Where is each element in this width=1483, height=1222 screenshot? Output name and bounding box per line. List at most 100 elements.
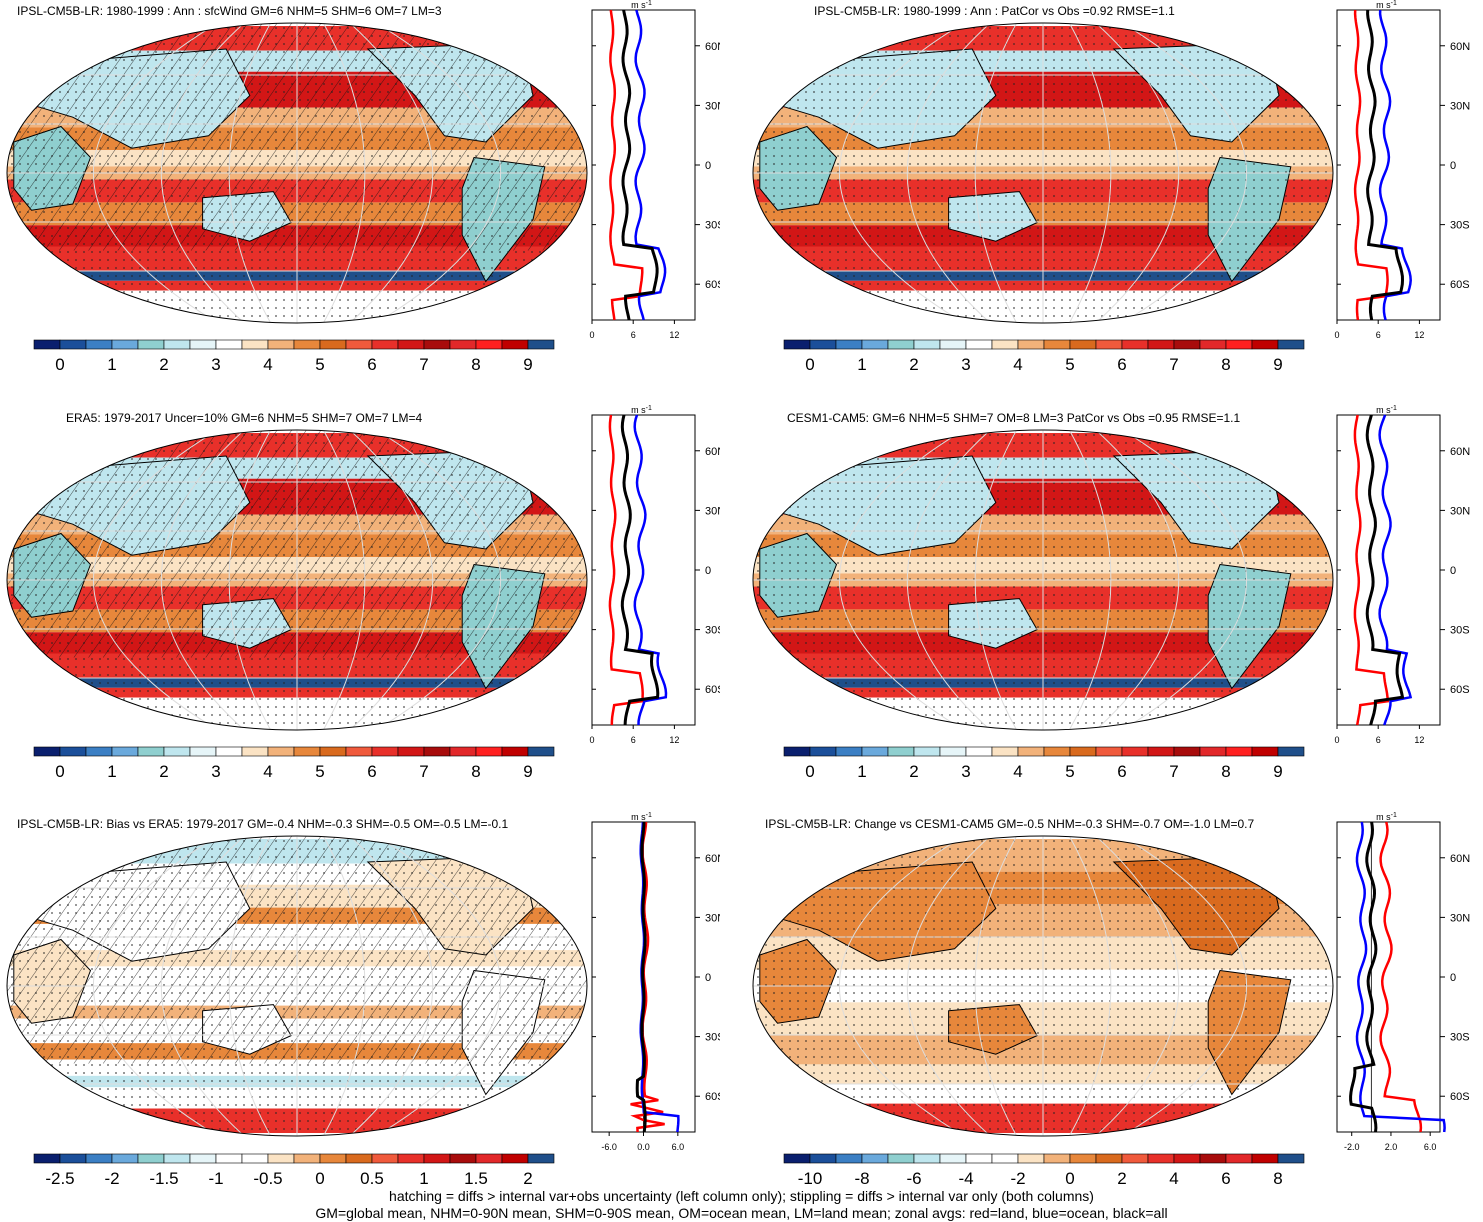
colorbar-label: 0 — [805, 355, 814, 374]
colorbar-label: -8 — [854, 1169, 869, 1188]
lat-label: 60N — [705, 446, 720, 458]
panel-title-4: CESM1-CAM5: GM=6 NHM=5 SHM=7 OM=8 LM=3 P… — [787, 411, 1241, 425]
colorbar-label: 6 — [367, 355, 376, 374]
footer-line-1: hatching = diffs > internal var+obs unce… — [389, 1188, 1094, 1204]
colorbar-swatch — [1043, 339, 1071, 350]
colorbar-swatch — [501, 746, 529, 757]
zonal-plot-1: m s-1 60N 30N 0 30S 60S 0 6 12 — [589, 0, 720, 340]
colorbar-label: 0 — [1065, 1169, 1074, 1188]
colorbar-swatch — [1147, 339, 1175, 350]
colorbar-swatch — [59, 1153, 87, 1164]
x-tick-label: 2.0 — [1385, 1142, 1398, 1152]
colorbar-label: 5 — [315, 355, 324, 374]
zonal-land-line — [1353, 414, 1390, 726]
colorbar-swatch — [1069, 339, 1097, 350]
lat-label: 30S — [705, 220, 720, 232]
colorbar-swatch — [835, 1153, 863, 1164]
colorbar-swatch — [475, 1153, 503, 1164]
colorbar-swatch — [991, 746, 1019, 757]
colorbar-swatch — [267, 746, 295, 757]
lat-label: 60N — [705, 41, 720, 53]
zonal-ocean-line — [1378, 9, 1412, 321]
zonal-units: m s-1 — [631, 405, 652, 415]
colorbar-label: 0.5 — [360, 1169, 384, 1188]
lat-label: 60S — [705, 684, 720, 696]
lat-label: 0 — [705, 565, 711, 577]
colorbar-swatch — [1017, 746, 1045, 757]
colorbar-swatch — [371, 746, 399, 757]
colorbar-6: -10-8-6-4-20246810 — [783, 1153, 1305, 1188]
colorbar-swatch — [1225, 1153, 1253, 1164]
colorbar-label: 0 — [55, 762, 64, 781]
colorbar-swatch — [215, 339, 243, 350]
colorbar-label: 3 — [211, 762, 220, 781]
zonal-land-line — [630, 821, 665, 1133]
colorbar-swatch — [293, 339, 321, 350]
colorbar-label: 1 — [107, 355, 116, 374]
lat-label: 30S — [705, 1032, 720, 1044]
colorbar-label: 2 — [909, 355, 918, 374]
colorbar-swatch — [423, 339, 451, 350]
zonal-all-line — [1365, 414, 1405, 726]
colorbar-swatch — [59, 339, 87, 350]
colorbar-label: 2 — [523, 1169, 532, 1188]
lat-label: 0 — [1450, 160, 1456, 172]
colorbar-swatch — [1017, 1153, 1045, 1164]
lat-label: 30S — [1450, 1032, 1470, 1044]
colorbar-swatch — [1251, 1153, 1279, 1164]
lat-label: 0 — [1450, 565, 1456, 577]
zonal-land-line — [1353, 9, 1389, 321]
colorbar-label: -4 — [958, 1169, 973, 1188]
panel-title-3: ERA5: 1979-2017 Uncer=10% GM=6 NHM=5 SHM… — [66, 411, 423, 425]
x-tick-label: 12 — [669, 330, 679, 340]
x-tick-label: 0 — [589, 330, 594, 340]
x-tick-label: 0 — [1334, 735, 1339, 745]
colorbar-swatch — [423, 1153, 451, 1164]
colorbar-swatch — [345, 746, 373, 757]
x-tick-label: 0 — [589, 735, 594, 745]
colorbar-swatch — [111, 339, 139, 350]
colorbar-swatch — [1225, 339, 1253, 350]
colorbar-label: 1.5 — [464, 1169, 488, 1188]
colorbar-swatch — [319, 339, 347, 350]
colorbar-label: 8 — [1221, 762, 1230, 781]
colorbar-label: 0 — [805, 762, 814, 781]
colorbar-swatch — [241, 746, 269, 757]
zonal-units: m s-1 — [1376, 812, 1397, 822]
lat-label: 60S — [1450, 684, 1470, 696]
colorbar-2: 012345678910 — [783, 339, 1305, 374]
lat-label: 60S — [705, 1091, 720, 1103]
colorbar-swatch — [1251, 746, 1279, 757]
colorbar-swatch — [1251, 339, 1279, 350]
colorbar-label: -10 — [798, 1169, 823, 1188]
zonal-frame — [1336, 414, 1441, 726]
colorbar-label: 9 — [523, 355, 532, 374]
colorbar-label: 9 — [523, 762, 532, 781]
zonal-all-line — [635, 821, 647, 1133]
colorbar-swatch — [835, 339, 863, 350]
lat-label: 60N — [1450, 446, 1470, 458]
colorbar-swatch — [449, 746, 477, 757]
colorbar-swatch — [1121, 339, 1149, 350]
zonal-units: m s-1 — [1376, 0, 1397, 10]
colorbar-swatch — [1095, 1153, 1123, 1164]
colorbar-swatch — [939, 1153, 967, 1164]
colorbar-label: 2 — [159, 762, 168, 781]
colorbar-swatch — [241, 339, 269, 350]
x-tick-label: 6 — [1376, 735, 1381, 745]
colorbar-swatch — [293, 1153, 321, 1164]
colorbar-swatch — [783, 1153, 811, 1164]
colorbar-swatch — [1199, 746, 1227, 757]
colorbar-swatch — [783, 339, 811, 350]
colorbar-label: -0.5 — [253, 1169, 282, 1188]
footer-line-2: GM=global mean, NHM=0-90N mean, SHM=0-90… — [315, 1205, 1168, 1221]
zonal-all-line — [1366, 9, 1405, 321]
colorbar-label: 3 — [961, 355, 970, 374]
panel-title-1: IPSL-CM5B-LR: 1980-1999 : Ann : sfcWind … — [17, 4, 442, 18]
colorbar-swatch — [293, 746, 321, 757]
colorbar-label: 7 — [419, 355, 428, 374]
lat-label: 0 — [705, 160, 711, 172]
colorbar-swatch — [501, 339, 529, 350]
colorbar-swatch — [1199, 1153, 1227, 1164]
colorbar-label: 5 — [315, 762, 324, 781]
